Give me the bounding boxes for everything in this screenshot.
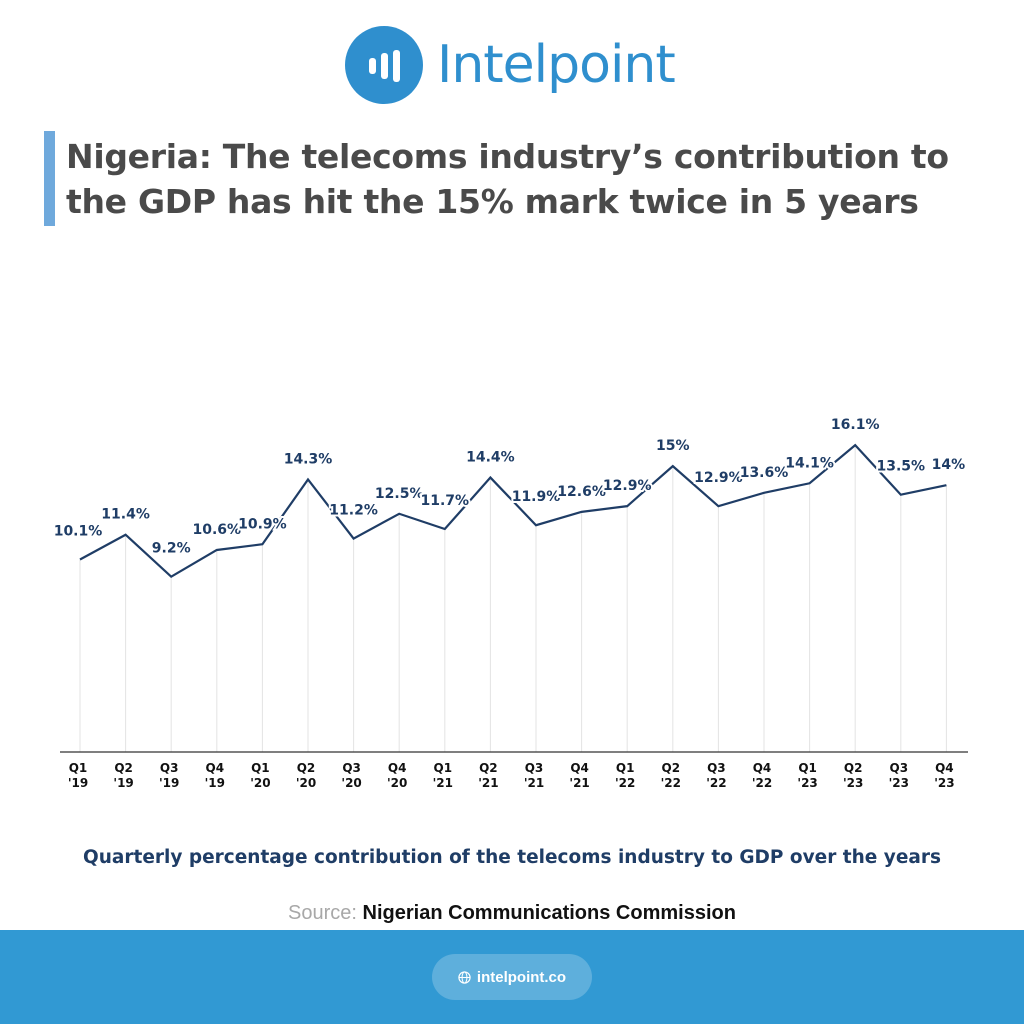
- data-label: 12.9%: [694, 470, 743, 486]
- data-label: 13.5%: [877, 459, 926, 475]
- data-label: 14%: [932, 457, 966, 473]
- x-tick-label: Q1'20: [250, 761, 270, 790]
- data-label: 13.6%: [740, 465, 789, 481]
- data-label: 9.2%: [152, 541, 191, 557]
- data-label: 10.1%: [54, 524, 103, 540]
- x-tick-label: Q1'19: [68, 761, 88, 790]
- title-accent-bar: [44, 131, 55, 226]
- chart-title: Nigeria: The telecoms industry’s contrib…: [66, 137, 949, 221]
- x-tick-label: Q3'23: [889, 761, 909, 790]
- website-link[interactable]: intelpoint.co: [432, 954, 592, 1000]
- data-label: 10.6%: [193, 522, 242, 538]
- source-value: Nigerian Communications Commission: [362, 902, 736, 924]
- x-tick-label: Q1'21: [433, 761, 453, 790]
- x-tick-label: Q3'22: [706, 761, 726, 790]
- data-label: 12.9%: [603, 478, 652, 494]
- x-tick-label: Q4'20: [387, 761, 407, 790]
- data-label: 14.4%: [466, 450, 515, 466]
- x-tick-label: Q2'21: [478, 761, 498, 790]
- x-tick-label: Q4'21: [569, 761, 589, 790]
- x-tick-label: Q2'19: [113, 761, 133, 790]
- data-label: 11.7%: [421, 493, 470, 509]
- data-label: 15%: [656, 438, 690, 454]
- data-label: 11.9%: [512, 489, 561, 505]
- x-tick-label: Q4'19: [205, 761, 225, 790]
- x-tick-label: Q3'19: [159, 761, 179, 790]
- x-tick-label: Q2'22: [661, 761, 681, 790]
- data-label: 14.1%: [785, 455, 834, 471]
- data-label: 11.4%: [101, 507, 150, 523]
- data-label: 16.1%: [831, 417, 880, 433]
- x-tick-label: Q4'22: [752, 761, 772, 790]
- source-label: Source:: [288, 902, 357, 924]
- brand-name: Intelpoint: [437, 35, 676, 95]
- x-tick-label: Q2'20: [296, 761, 316, 790]
- x-tick-label: Q3'20: [341, 761, 361, 790]
- chart-caption: Quarterly percentage contribution of the…: [82, 847, 942, 868]
- x-tick-label: Q2'23: [843, 761, 863, 790]
- bar-chart-logo-icon: [345, 26, 423, 104]
- x-tick-label: Q3'21: [524, 761, 544, 790]
- x-tick-label: Q4'23: [934, 761, 954, 790]
- data-label: 10.9%: [238, 516, 287, 532]
- footer-bar: intelpoint.co: [0, 930, 1024, 1024]
- data-label: 12.5%: [375, 486, 424, 502]
- line-chart: 10.1%11.4%9.2%10.6%10.9%14.3%11.2%12.5%1…: [52, 415, 968, 790]
- globe-icon: [458, 970, 471, 984]
- source-line: Source: Nigerian Communications Commissi…: [0, 902, 1024, 925]
- data-label: 11.2%: [329, 503, 378, 519]
- series-line: [79, 443, 947, 579]
- website-link-text: intelpoint.co: [476, 968, 567, 986]
- data-label: 14.3%: [284, 451, 333, 467]
- brand-logo: Intelpoint: [345, 26, 676, 104]
- x-tick-label: Q1'22: [615, 761, 635, 790]
- data-label: 12.6%: [557, 484, 606, 500]
- x-tick-label: Q1'23: [797, 761, 817, 790]
